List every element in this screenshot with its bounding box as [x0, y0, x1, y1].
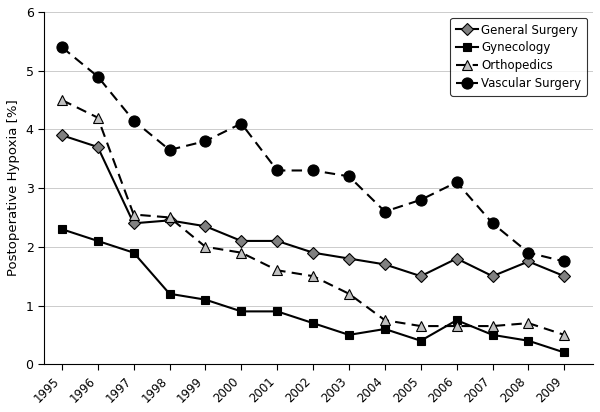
General Surgery [561, 274, 568, 279]
Legend: General Surgery, Gynecology, Orthopedics, Vascular Surgery: General Surgery, Gynecology, Orthopedics… [451, 18, 587, 96]
Gynecology [453, 318, 460, 323]
Gynecology [417, 338, 424, 343]
Gynecology [58, 227, 65, 232]
Vascular Surgery [166, 147, 173, 152]
Line: Orthopedics: Orthopedics [57, 95, 569, 340]
General Surgery [310, 250, 317, 255]
Gynecology [166, 291, 173, 296]
General Surgery [489, 274, 496, 279]
Orthopedics [166, 215, 173, 220]
General Surgery [417, 274, 424, 279]
Orthopedics [453, 323, 460, 328]
Vascular Surgery [381, 209, 388, 214]
Orthopedics [274, 268, 281, 273]
Gynecology [346, 332, 353, 337]
Gynecology [274, 309, 281, 314]
Y-axis label: Postoperative Hypoxia [%]: Postoperative Hypoxia [%] [7, 100, 20, 276]
Gynecology [238, 309, 245, 314]
Vascular Surgery [94, 74, 101, 79]
Orthopedics [202, 244, 209, 249]
General Surgery [453, 256, 460, 261]
General Surgery [130, 221, 137, 226]
Orthopedics [310, 274, 317, 279]
Vascular Surgery [274, 168, 281, 173]
General Surgery [238, 239, 245, 243]
Vascular Surgery [417, 197, 424, 202]
Orthopedics [525, 321, 532, 325]
Line: Vascular Surgery: Vascular Surgery [56, 42, 570, 267]
Orthopedics [417, 323, 424, 328]
Gynecology [310, 321, 317, 325]
Vascular Surgery [525, 250, 532, 255]
Vascular Surgery [561, 259, 568, 264]
Gynecology [94, 239, 101, 243]
Vascular Surgery [346, 174, 353, 179]
Gynecology [202, 297, 209, 302]
Orthopedics [238, 250, 245, 255]
General Surgery [166, 218, 173, 223]
General Surgery [202, 224, 209, 229]
General Surgery [274, 239, 281, 243]
Gynecology [561, 350, 568, 355]
Vascular Surgery [453, 180, 460, 185]
Orthopedics [381, 318, 388, 323]
Vascular Surgery [489, 221, 496, 226]
Orthopedics [489, 323, 496, 328]
Vascular Surgery [238, 121, 245, 126]
Gynecology [381, 327, 388, 332]
Orthopedics [561, 332, 568, 337]
Vascular Surgery [130, 118, 137, 123]
General Surgery [525, 259, 532, 264]
Vascular Surgery [58, 44, 65, 49]
Orthopedics [94, 115, 101, 120]
Gynecology [489, 332, 496, 337]
General Surgery [94, 145, 101, 150]
General Surgery [346, 256, 353, 261]
General Surgery [58, 133, 65, 138]
Orthopedics [346, 291, 353, 296]
Gynecology [130, 250, 137, 255]
Gynecology [525, 338, 532, 343]
Line: General Surgery: General Surgery [58, 131, 569, 280]
Orthopedics [130, 212, 137, 217]
Vascular Surgery [202, 139, 209, 144]
Orthopedics [58, 98, 65, 103]
Vascular Surgery [310, 168, 317, 173]
General Surgery [381, 262, 388, 267]
Line: Gynecology: Gynecology [58, 225, 569, 357]
